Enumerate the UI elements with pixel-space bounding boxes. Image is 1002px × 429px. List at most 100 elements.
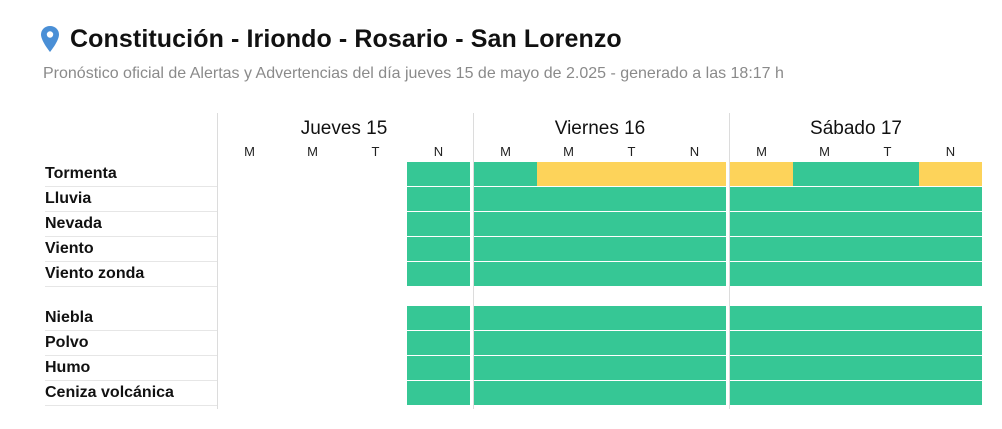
- period-label: M: [563, 144, 574, 159]
- alert-cell: [856, 187, 919, 211]
- alert-cell: [407, 187, 470, 211]
- cell-gap: [730, 380, 982, 381]
- alert-cell: [663, 356, 726, 380]
- row-label: Viento zonda: [45, 265, 145, 282]
- title-row: Constitución - Iriondo - Rosario - San L…: [40, 22, 1002, 56]
- alert-cell: [407, 381, 470, 405]
- cell-gap: [474, 211, 726, 212]
- period-label: T: [627, 144, 636, 159]
- alert-cell: [537, 331, 600, 355]
- alert-cell: [600, 262, 663, 286]
- alert-cell: [537, 306, 600, 330]
- alert-cell: [793, 262, 856, 286]
- alert-cell: [537, 381, 600, 405]
- day-separator: [217, 113, 218, 409]
- page-title: Constitución - Iriondo - Rosario - San L…: [70, 24, 622, 53]
- cell-gap: [730, 330, 982, 331]
- alert-cell: [537, 187, 600, 211]
- alert-cell: [919, 306, 982, 330]
- row-label: Lluvia: [45, 190, 92, 207]
- location-pin-icon: [41, 26, 59, 52]
- alert-cell: [730, 306, 793, 330]
- alert-cell: [600, 381, 663, 405]
- alert-cell: [919, 356, 982, 380]
- alert-cell: [919, 381, 982, 405]
- alert-cell: [600, 187, 663, 211]
- row-separator: [45, 405, 217, 406]
- alert-cell: [856, 237, 919, 261]
- alert-cell: [600, 356, 663, 380]
- cell-gap: [406, 330, 470, 331]
- alert-cell: [919, 262, 982, 286]
- alert-cell: [730, 356, 793, 380]
- alert-cell: [474, 262, 537, 286]
- day-separator: [473, 113, 474, 409]
- alert-cell: [474, 306, 537, 330]
- alert-cell: [663, 162, 726, 186]
- alert-cell: [730, 212, 793, 236]
- row-separator: [45, 286, 217, 287]
- alert-cell: [663, 381, 726, 405]
- cell-gap: [474, 330, 726, 331]
- alert-cell: [856, 262, 919, 286]
- alert-cell: [600, 212, 663, 236]
- cell-gap: [406, 380, 470, 381]
- alert-cell: [730, 237, 793, 261]
- alert-cell: [600, 331, 663, 355]
- period-label: M: [500, 144, 511, 159]
- alert-cell: [407, 306, 470, 330]
- cell-gap: [730, 236, 982, 237]
- cell-gap: [474, 261, 726, 262]
- alert-cell: [407, 212, 470, 236]
- period-label: M: [307, 144, 318, 159]
- alert-cell: [919, 237, 982, 261]
- alert-cell: [474, 162, 537, 186]
- alert-cell: [793, 212, 856, 236]
- cell-gap: [406, 236, 470, 237]
- alert-cell: [856, 356, 919, 380]
- alert-cell: [663, 187, 726, 211]
- alert-cell: [793, 187, 856, 211]
- alert-cell: [793, 356, 856, 380]
- alert-cell: [730, 331, 793, 355]
- day-title: Jueves 15: [300, 118, 388, 139]
- cell-gap: [474, 236, 726, 237]
- period-label: N: [433, 144, 444, 159]
- row-separator: [45, 236, 217, 237]
- cell-gap: [730, 186, 982, 187]
- day-title: Viernes 16: [554, 118, 646, 139]
- cell-gap: [730, 355, 982, 356]
- period-label: N: [689, 144, 700, 159]
- alert-cell: [856, 212, 919, 236]
- row-label: Niebla: [45, 309, 94, 326]
- row-label: Humo: [45, 359, 91, 376]
- alert-cell: [919, 331, 982, 355]
- alert-cell: [793, 162, 856, 186]
- day-separator: [729, 113, 730, 409]
- period-label: T: [883, 144, 892, 159]
- page-subtitle: Pronóstico oficial de Alertas y Adverten…: [43, 65, 784, 82]
- period-label: M: [756, 144, 767, 159]
- alert-cell: [474, 212, 537, 236]
- cell-gap: [474, 380, 726, 381]
- alert-cell: [856, 162, 919, 186]
- alert-cell: [537, 262, 600, 286]
- alert-cell: [663, 306, 726, 330]
- alert-cell: [919, 162, 982, 186]
- row-separator: [45, 355, 217, 356]
- alert-cell: [793, 237, 856, 261]
- cell-gap: [406, 261, 470, 262]
- period-label: N: [945, 144, 956, 159]
- alert-cell: [407, 237, 470, 261]
- cell-gap: [730, 211, 982, 212]
- alert-cell: [474, 381, 537, 405]
- alert-cell: [474, 331, 537, 355]
- alert-cell: [474, 187, 537, 211]
- row-separator: [45, 330, 217, 331]
- cell-gap: [406, 211, 470, 212]
- alert-cell: [474, 237, 537, 261]
- alert-cell: [407, 331, 470, 355]
- alert-cell: [730, 162, 793, 186]
- row-label: Viento: [45, 240, 94, 257]
